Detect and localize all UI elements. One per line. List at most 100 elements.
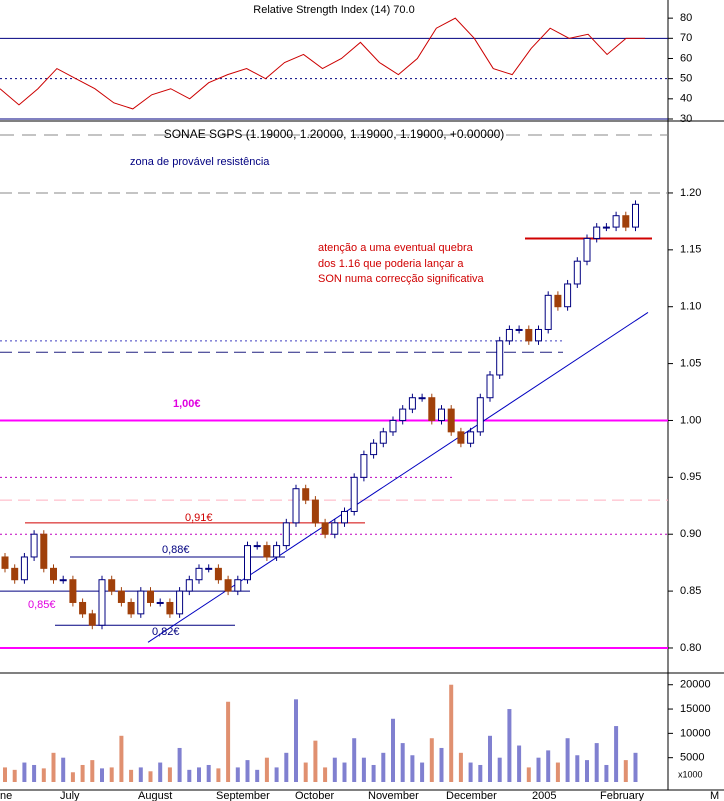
x-tick-label: December: [446, 790, 497, 801]
volume-bar: [245, 760, 250, 782]
candle-body: [457, 431, 465, 444]
candle-body: [418, 397, 426, 400]
volume-bar: [274, 767, 279, 782]
annotation: 0,85€: [28, 599, 56, 611]
candle-body: [98, 579, 106, 626]
volume-bar: [177, 747, 182, 782]
candle-body: [50, 567, 57, 581]
candle-body: [399, 408, 407, 421]
y-tick-label: 60: [680, 52, 692, 64]
candle-body: [185, 579, 193, 592]
candle-body: [476, 397, 484, 433]
volume-bar: [565, 738, 570, 782]
volume-bar: [526, 767, 531, 782]
candle-body: [69, 579, 77, 603]
candle-body: [20, 556, 28, 581]
candle-body: [79, 601, 87, 615]
price-title: SONAE SGPS (1.19000, 1.20000, 1.19000, 1…: [164, 127, 505, 141]
annotation: atenção a uma eventual quebra: [318, 242, 474, 254]
volume-bar: [12, 769, 17, 782]
y-tick-label: 1.20: [680, 187, 701, 199]
y-tick-label: 50: [680, 73, 692, 85]
volume-bar: [206, 764, 211, 782]
volume-bar: [546, 750, 551, 782]
volume-bar: [342, 762, 347, 782]
candle-body: [147, 590, 154, 603]
annotation: 1,00€: [173, 398, 201, 410]
candle-body: [389, 419, 397, 433]
candle-body: [214, 567, 222, 581]
annotation: 0,82€: [152, 626, 180, 638]
candle-body: [88, 613, 96, 626]
candle-body: [486, 374, 494, 399]
y-tick-label: 15000: [680, 703, 711, 715]
annotation: 0,91€: [185, 512, 213, 524]
volume-bar: [585, 760, 589, 782]
y-tick-label: 70: [680, 32, 692, 44]
volume-bar: [22, 762, 27, 782]
volume-bar: [381, 752, 386, 782]
y-tick-label: 0.80: [680, 642, 701, 654]
candle-body: [137, 590, 145, 615]
volume-bar: [555, 762, 560, 782]
volume-bar: [148, 771, 153, 782]
candle-body: [467, 431, 475, 444]
x-tick-label: October: [295, 790, 334, 801]
volume-bar: [187, 769, 192, 782]
candle-body: [311, 499, 319, 524]
candle-body: [253, 545, 261, 548]
volume-bar: [32, 764, 37, 782]
volume-bar: [226, 701, 231, 782]
x-tick-label: August: [138, 790, 172, 801]
volume-bar: [507, 709, 512, 782]
volume-bar: [410, 755, 415, 782]
candle-body: [205, 567, 213, 570]
rsi-title: Relative Strength Index (14) 70.0: [253, 4, 414, 16]
y-tick-label: 80: [680, 12, 692, 24]
volume-bar: [594, 743, 599, 782]
candle-body: [263, 545, 271, 558]
candle-body: [602, 226, 610, 229]
volume-bar: [439, 747, 444, 782]
volume-bar: [458, 752, 463, 782]
volume-bar: [517, 745, 522, 782]
candle-body: [583, 237, 591, 262]
y-tick-label: 1.05: [680, 357, 701, 369]
volume-bar: [614, 726, 619, 782]
volume-bar: [575, 755, 580, 782]
volume-bar: [119, 735, 124, 782]
volume-bar: [391, 718, 395, 782]
x-tick-label: 2005: [532, 790, 556, 801]
y-tick-label: 0.85: [680, 585, 701, 597]
volume-bar: [80, 764, 85, 782]
candle-body: [350, 476, 358, 512]
candle-body: [496, 340, 504, 376]
volume-bar: [420, 762, 425, 782]
candle-body: [302, 488, 310, 501]
volume-bar: [468, 762, 473, 782]
volume-bar: [284, 752, 289, 782]
candle-body: [622, 215, 630, 228]
volume-bar: [235, 767, 240, 782]
candle-body: [59, 579, 67, 582]
candle-body: [30, 533, 38, 558]
volume-bar: [197, 767, 201, 782]
candle-body: [505, 328, 513, 342]
candle-body: [156, 601, 164, 604]
candle-body: [408, 397, 416, 410]
volume-bar: [536, 757, 541, 782]
x-tick-label: July: [60, 790, 80, 801]
volume-bar: [623, 760, 628, 782]
candle-body: [447, 408, 455, 433]
candle-body: [176, 590, 184, 615]
y-tick-label: 1.10: [680, 301, 701, 313]
volume-bar: [90, 760, 95, 782]
volume-bar: [371, 764, 376, 782]
volume-bar: [604, 764, 609, 782]
x-tick-label: ne: [0, 790, 12, 801]
volume-bar: [303, 762, 308, 782]
y-tick-label: 0.90: [680, 528, 701, 540]
y-tick-label: 0.95: [680, 471, 701, 483]
